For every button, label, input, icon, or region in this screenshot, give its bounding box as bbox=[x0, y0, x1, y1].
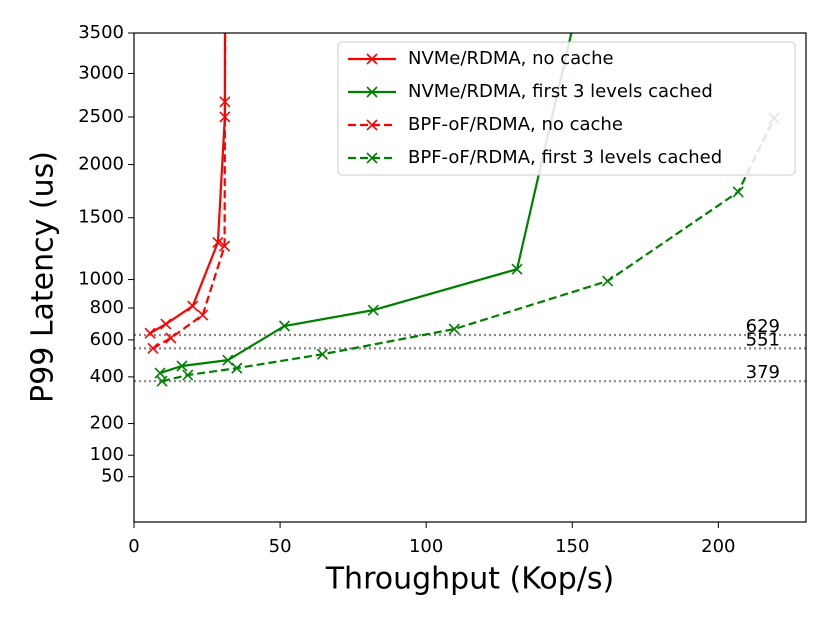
point-marker bbox=[144, 327, 156, 339]
point-marker bbox=[182, 369, 194, 381]
reference-label: 629 bbox=[746, 316, 780, 337]
series-line bbox=[152, 33, 227, 350]
point-marker bbox=[197, 309, 209, 321]
legend-marker bbox=[366, 53, 378, 65]
y-tick-label: 800 bbox=[90, 297, 124, 318]
plot-area bbox=[134, 5, 806, 387]
point-marker bbox=[187, 300, 199, 312]
point-marker bbox=[448, 323, 460, 335]
point-marker bbox=[212, 236, 224, 248]
point-marker bbox=[176, 360, 188, 372]
y-tick-label: 100 bbox=[90, 444, 124, 465]
x-tick-label: 50 bbox=[269, 536, 292, 557]
point-marker bbox=[219, 111, 231, 123]
x-tick-label: 0 bbox=[128, 536, 139, 557]
legend-marker bbox=[366, 152, 378, 164]
y-tick-label: 2000 bbox=[78, 154, 124, 175]
legend-label: NVMe/RDMA, no cache bbox=[408, 48, 614, 69]
point-marker bbox=[732, 186, 744, 198]
legend-label: BPF-oF/RDMA, first 3 levels cached bbox=[408, 147, 722, 168]
y-tick-label: 2500 bbox=[78, 106, 124, 127]
y-tick-label: 3000 bbox=[78, 62, 124, 83]
point-marker bbox=[222, 354, 234, 366]
point-marker bbox=[154, 367, 166, 379]
point-marker bbox=[147, 342, 159, 354]
point-marker bbox=[572, 5, 582, 15]
x-tick-label: 100 bbox=[409, 536, 443, 557]
legend-label: BPF-oF/RDMA, no cache bbox=[408, 114, 623, 135]
legend-box bbox=[337, 41, 796, 176]
y-tick-label: 50 bbox=[101, 466, 124, 487]
x-tick-label: 200 bbox=[701, 536, 735, 557]
y-tick-label: 1000 bbox=[78, 269, 124, 290]
y-tick-label: 600 bbox=[90, 329, 124, 350]
point-marker bbox=[511, 263, 523, 275]
point-marker bbox=[156, 375, 168, 387]
y-tick-label: 400 bbox=[90, 366, 124, 387]
point-marker bbox=[165, 332, 177, 344]
point-marker bbox=[219, 240, 231, 252]
legend-label: NVMe/RDMA, first 3 levels cached bbox=[408, 81, 713, 102]
x-tick-label: 150 bbox=[555, 536, 589, 557]
point-marker bbox=[316, 348, 329, 360]
reference-label: 379 bbox=[746, 362, 780, 383]
legend-marker bbox=[366, 86, 378, 98]
point-marker bbox=[278, 320, 291, 332]
point-marker bbox=[367, 304, 379, 316]
series-line bbox=[149, 33, 227, 335]
y-tick-label: 200 bbox=[90, 413, 124, 434]
point-marker bbox=[602, 275, 614, 287]
reference-label: 551 bbox=[746, 329, 780, 350]
point-marker bbox=[160, 318, 172, 330]
axes-frame bbox=[133, 32, 807, 523]
y-tick-label: 3500 bbox=[78, 22, 124, 43]
y-axis-label: P99 Latency (us) bbox=[26, 151, 61, 403]
y-tick-label: 1500 bbox=[78, 207, 124, 228]
x-axis-label: Throughput (Kop/s) bbox=[325, 562, 615, 597]
legend-marker bbox=[366, 119, 378, 131]
point-marker bbox=[231, 362, 243, 374]
series-line bbox=[161, 117, 776, 383]
